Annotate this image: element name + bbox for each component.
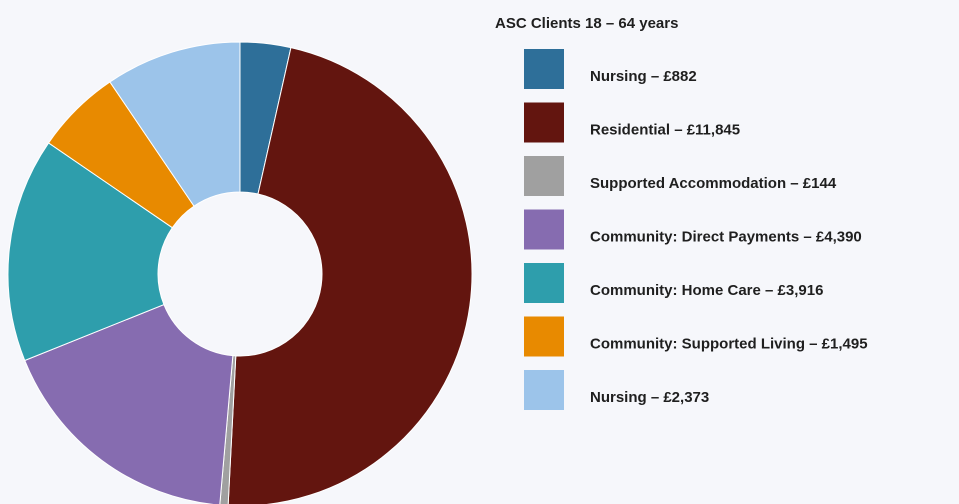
legend-label: Residential – £11,845: [590, 121, 740, 138]
legend-swatch: [524, 49, 564, 89]
donut-slice: [24, 303, 234, 504]
donut-slice: [227, 47, 473, 504]
legend-label: Community: Supported Living – £1,495: [590, 335, 868, 352]
legend-label: Nursing – £882: [590, 68, 697, 85]
legend-label: Community: Direct Payments – £4,390: [590, 228, 862, 245]
donut-slice: [109, 41, 241, 207]
legend-swatch: [524, 316, 564, 357]
legend-label: Supported Accommodation – £144: [590, 175, 837, 192]
legend-swatch: [524, 263, 564, 303]
donut-slice: [7, 142, 174, 362]
legend-swatch: [524, 102, 564, 143]
legend-swatch: [524, 156, 564, 196]
legend-swatch: [524, 370, 564, 410]
legend-label: Nursing – £2,373: [590, 389, 709, 406]
legend-label: Community: Home Care – £3,916: [590, 282, 823, 299]
legend-title: ASC Clients 18 – 64 years: [495, 15, 678, 32]
legend-swatch: [524, 209, 564, 250]
